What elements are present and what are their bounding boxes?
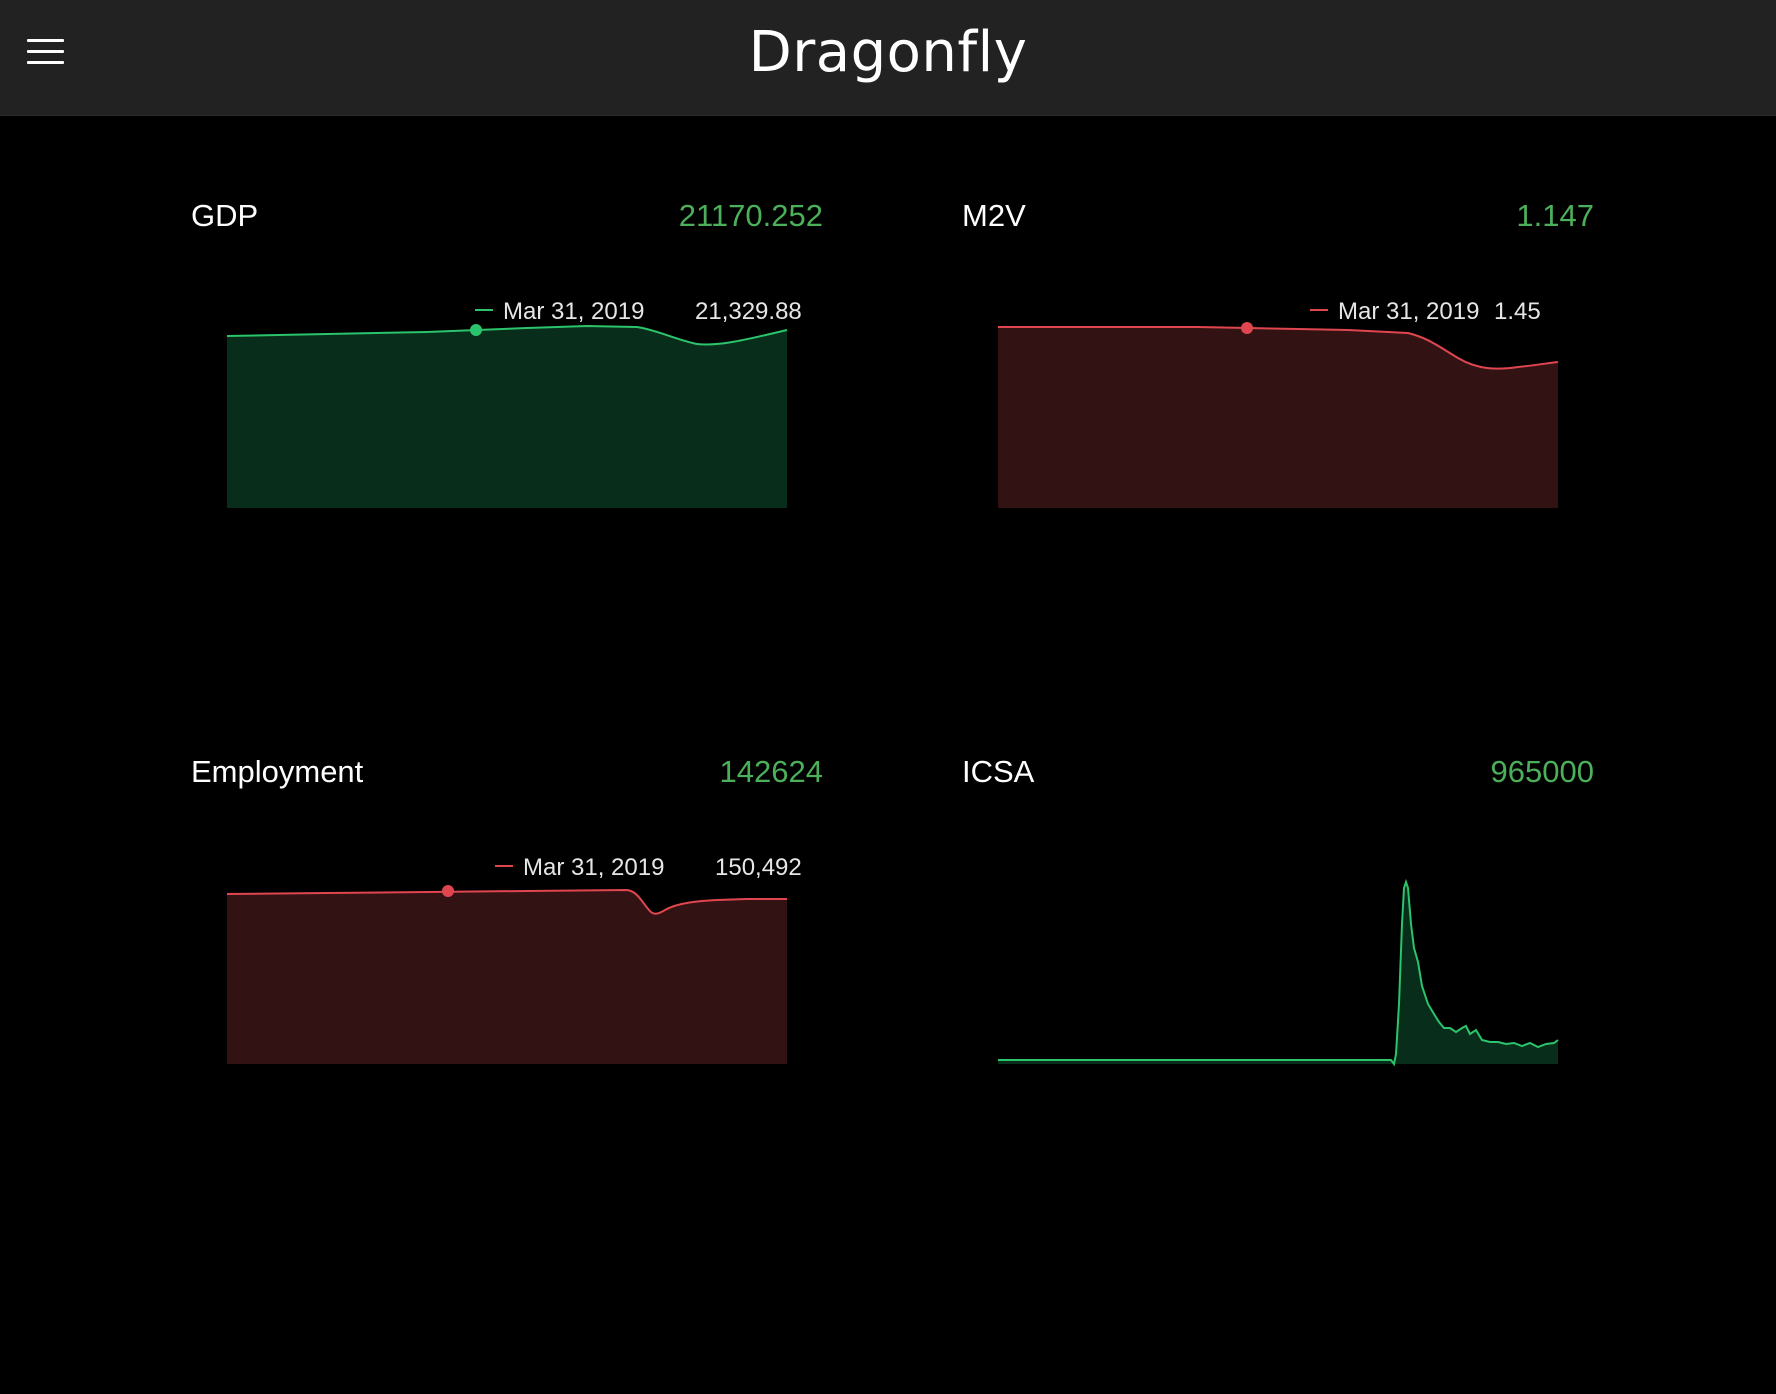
icsa-area — [998, 882, 1558, 1064]
card-value: 21170.252 — [678, 198, 823, 233]
m2v-hover-point — [1241, 322, 1253, 334]
card-title: ICSA — [962, 754, 1035, 789]
employment-legend-date: Mar 31, 2019 — [523, 854, 664, 881]
card-value: 1.147 — [1516, 198, 1594, 233]
card-value: 965000 — [1490, 754, 1594, 789]
employment-line — [226, 888, 787, 915]
gdp-hover-point — [470, 324, 482, 336]
app-title: Dragonfly — [748, 20, 1028, 85]
m2v-line — [998, 326, 1559, 370]
icsa-line — [998, 878, 1559, 1067]
card-title: M2V — [962, 198, 1026, 233]
gdp-chart[interactable]: Mar 31, 2019 21,329.88 — [226, 288, 802, 508]
card-m2v[interactable]: M2V 1.147 Mar 31, 2019 1.45 — [962, 198, 1594, 528]
card-icsa[interactable]: ICSA 965000 — [962, 754, 1594, 1084]
m2v-chart[interactable]: Mar 31, 2019 1.45 — [998, 288, 1559, 508]
card-value: 142624 — [719, 754, 823, 789]
card-employment[interactable]: Employment 142624 Mar 31, 2019 150,492 — [191, 754, 823, 1084]
m2v-area — [998, 327, 1558, 508]
icsa-chart[interactable] — [998, 844, 1559, 1067]
gdp-legend-value: 21,329.88 — [695, 298, 802, 325]
gdp-line — [226, 324, 788, 346]
card-title: Employment — [191, 754, 364, 789]
card-title: GDP — [191, 198, 259, 233]
card-gdp[interactable]: GDP 21170.252 Mar 31, 2019 21,329.88 — [191, 198, 823, 528]
gdp-area — [227, 326, 787, 508]
employment-legend-value: 150,492 — [715, 854, 802, 881]
employment-chart[interactable]: Mar 31, 2019 150,492 — [226, 844, 802, 1064]
m2v-legend-date: Mar 31, 2019 — [1338, 298, 1479, 325]
gdp-legend-date: Mar 31, 2019 — [503, 298, 644, 325]
employment-area — [227, 890, 787, 1064]
top-app-bar: Dragonfly — [0, 0, 1776, 116]
m2v-legend-value: 1.45 — [1494, 298, 1541, 325]
hamburger-menu-icon[interactable] — [27, 39, 64, 65]
employment-hover-point — [442, 885, 454, 897]
